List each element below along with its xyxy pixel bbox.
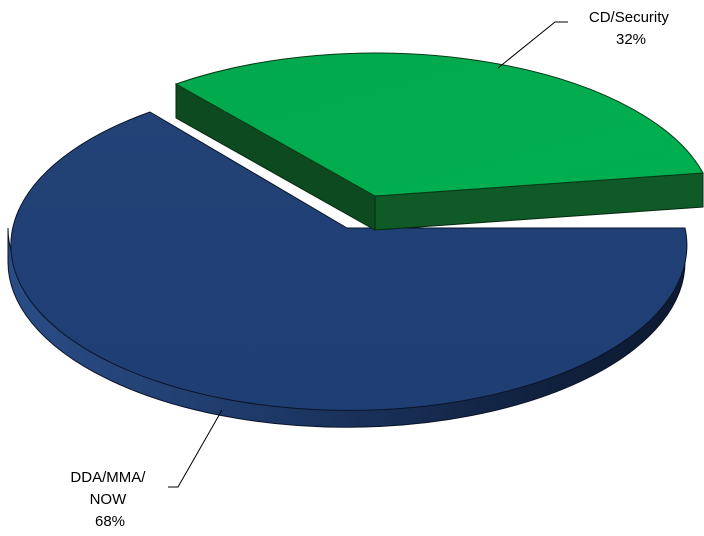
pie-slice-cd-security bbox=[174, 52, 704, 231]
data-label-cd-line1: CD/Security bbox=[589, 9, 670, 26]
pie-slice-dda-mma-now bbox=[7, 111, 688, 428]
data-label-dda-line2: NOW bbox=[90, 491, 128, 508]
data-label-cd-security: CD/Security 32% bbox=[589, 9, 673, 48]
slice-dda-top bbox=[10, 111, 688, 411]
leader-line-cd-security bbox=[497, 21, 568, 69]
data-label-dda-line1: DDA/MMA/ bbox=[70, 469, 146, 486]
leader-line-dda-mma-now bbox=[168, 409, 223, 488]
slice-cd-top bbox=[174, 52, 704, 197]
data-label-dda-line3: 68% bbox=[95, 513, 125, 530]
data-label-cd-line2: 32% bbox=[616, 31, 646, 48]
data-label-dda-mma-now: DDA/MMA/ NOW 68% bbox=[70, 469, 149, 530]
